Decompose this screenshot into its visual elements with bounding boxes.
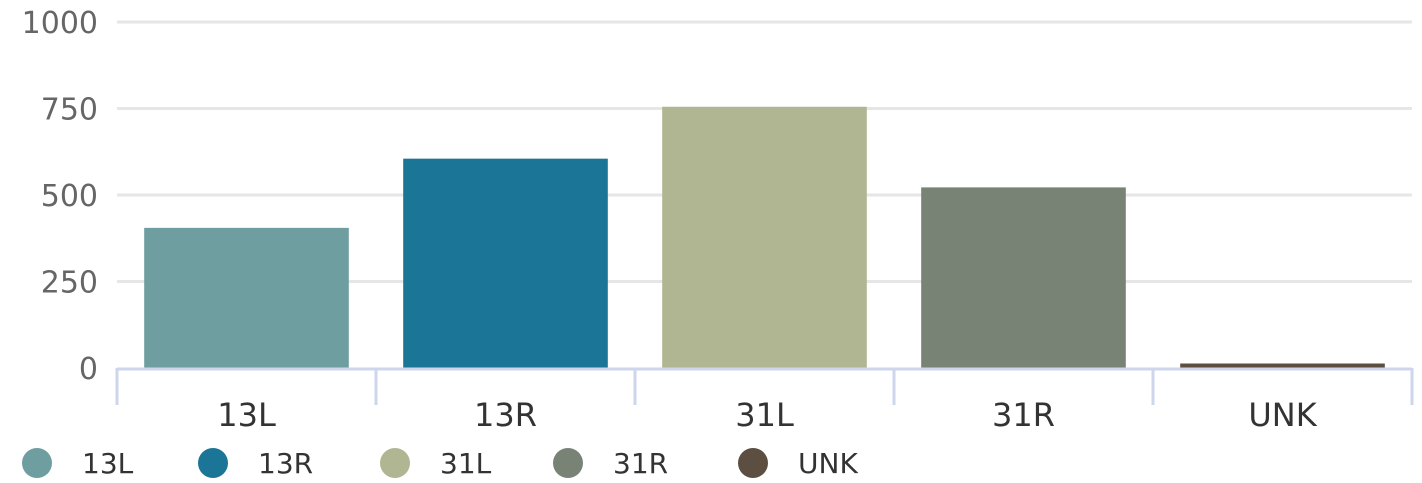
legend-label: UNK [798, 447, 858, 480]
x-tick-label-13l: 13L [217, 396, 276, 434]
x-tick-label-unk: UNK [1248, 396, 1317, 434]
x-axis: 13L 13R 31L 31R UNK [115, 367, 1414, 434]
legend-label: 31R [613, 447, 668, 480]
x-tick-label-31r: 31R [992, 396, 1055, 434]
bar-unk[interactable] [1180, 363, 1385, 368]
bar-31l[interactable] [662, 106, 867, 369]
legend-item-13l[interactable]: 13L [22, 447, 134, 480]
bars [144, 106, 1385, 369]
legend: 13L 13R 31L 31R UNK [22, 447, 858, 480]
y-tick-label: 250 [41, 266, 98, 301]
legend-marker [738, 448, 768, 478]
bar-31r[interactable] [921, 187, 1126, 368]
legend-item-unk[interactable]: UNK [738, 447, 858, 480]
legend-item-31r[interactable]: 31R [553, 447, 668, 480]
y-tick-label: 750 [41, 93, 98, 128]
x-tick-label-31l: 31L [735, 396, 794, 434]
legend-item-13r[interactable]: 13R [198, 447, 313, 480]
bar-13r[interactable] [403, 158, 608, 368]
legend-label: 31L [440, 447, 492, 480]
legend-marker [553, 448, 583, 478]
y-axis: 0 250 500 750 1000 [22, 6, 98, 387]
y-tick-label: 1000 [22, 6, 98, 41]
legend-marker [22, 448, 52, 478]
legend-marker [380, 448, 410, 478]
legend-label: 13R [258, 447, 313, 480]
legend-label: 13L [82, 447, 134, 480]
y-tick-label: 500 [41, 179, 98, 214]
legend-item-31l[interactable]: 31L [380, 447, 492, 480]
x-tick-label-13r: 13R [474, 396, 537, 434]
legend-marker [198, 448, 228, 478]
y-tick-label: 0 [79, 352, 98, 387]
bar-13l[interactable] [144, 227, 349, 368]
